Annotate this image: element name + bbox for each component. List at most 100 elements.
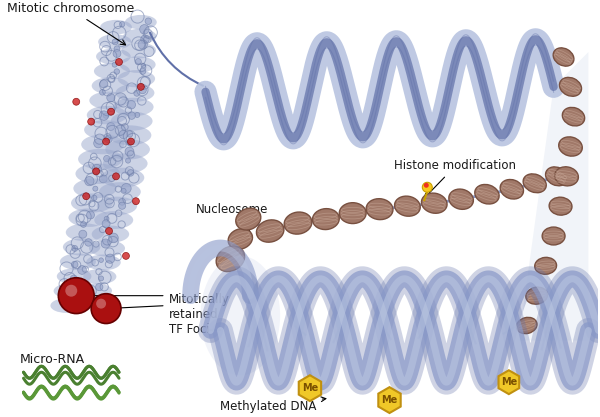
Circle shape [127,141,132,146]
Circle shape [116,58,122,65]
Ellipse shape [53,284,87,299]
Ellipse shape [549,197,572,215]
Circle shape [104,156,110,162]
Circle shape [127,100,136,109]
Circle shape [119,198,125,205]
Circle shape [86,211,94,219]
Circle shape [65,285,77,296]
Ellipse shape [216,246,245,271]
Ellipse shape [89,240,125,256]
Ellipse shape [111,111,152,131]
Circle shape [112,39,118,45]
Ellipse shape [526,287,548,304]
Ellipse shape [559,137,582,156]
Circle shape [92,195,97,201]
Circle shape [105,136,112,143]
Ellipse shape [113,98,154,116]
Circle shape [80,221,86,227]
Ellipse shape [256,220,284,242]
Circle shape [140,68,146,74]
Ellipse shape [395,196,420,216]
Ellipse shape [60,254,96,270]
Circle shape [91,294,121,324]
Ellipse shape [500,179,523,199]
Circle shape [106,228,113,234]
Polygon shape [299,375,321,401]
Circle shape [109,233,118,243]
Circle shape [113,50,121,58]
Ellipse shape [92,226,129,243]
Ellipse shape [421,193,447,213]
Circle shape [101,239,110,248]
Circle shape [127,138,134,145]
Text: Nucleosome: Nucleosome [196,203,268,232]
Circle shape [72,246,78,251]
Text: Methylated DNA: Methylated DNA [220,397,326,412]
Ellipse shape [119,56,155,73]
Ellipse shape [116,84,154,102]
Circle shape [135,58,142,65]
Ellipse shape [523,174,546,193]
Ellipse shape [449,189,473,209]
Ellipse shape [475,184,499,204]
Circle shape [113,173,119,180]
Circle shape [119,202,125,209]
Circle shape [141,63,146,68]
Circle shape [85,176,94,186]
Circle shape [119,130,128,139]
Circle shape [140,25,149,34]
Circle shape [422,182,432,192]
Ellipse shape [545,167,568,186]
Ellipse shape [535,257,557,274]
Circle shape [78,266,86,274]
Circle shape [99,258,103,262]
Circle shape [99,276,104,281]
Circle shape [128,112,136,119]
Circle shape [112,62,117,67]
Ellipse shape [100,20,132,35]
Circle shape [141,35,149,43]
Circle shape [114,46,120,52]
Ellipse shape [73,178,116,198]
Circle shape [94,138,103,148]
Ellipse shape [118,70,155,87]
Circle shape [107,123,115,131]
Ellipse shape [98,34,131,50]
Circle shape [83,193,89,200]
Ellipse shape [94,211,133,229]
Circle shape [145,18,152,25]
Circle shape [127,170,134,176]
Circle shape [88,118,95,125]
Ellipse shape [50,298,82,313]
Ellipse shape [125,15,157,30]
Circle shape [58,278,94,314]
Ellipse shape [76,163,120,184]
Circle shape [103,138,110,145]
Ellipse shape [108,126,151,145]
Circle shape [85,239,92,246]
Ellipse shape [83,269,116,284]
Ellipse shape [86,254,121,270]
Ellipse shape [87,106,127,124]
Ellipse shape [562,108,584,126]
Circle shape [100,89,105,95]
Ellipse shape [57,269,91,284]
Circle shape [135,113,140,118]
Ellipse shape [200,256,280,375]
Circle shape [114,69,119,74]
Circle shape [79,230,87,238]
Circle shape [64,286,70,293]
Ellipse shape [313,208,339,230]
Circle shape [95,284,103,291]
Circle shape [104,216,109,221]
Text: Mitotically
retained
TF Foci: Mitotically retained TF Foci [169,293,230,336]
Ellipse shape [68,208,109,227]
Circle shape [100,80,108,88]
Ellipse shape [236,208,261,230]
Circle shape [106,254,115,263]
Circle shape [92,164,101,173]
Ellipse shape [66,224,104,241]
Text: Me: Me [382,395,398,405]
Ellipse shape [89,91,128,109]
Ellipse shape [94,63,130,79]
